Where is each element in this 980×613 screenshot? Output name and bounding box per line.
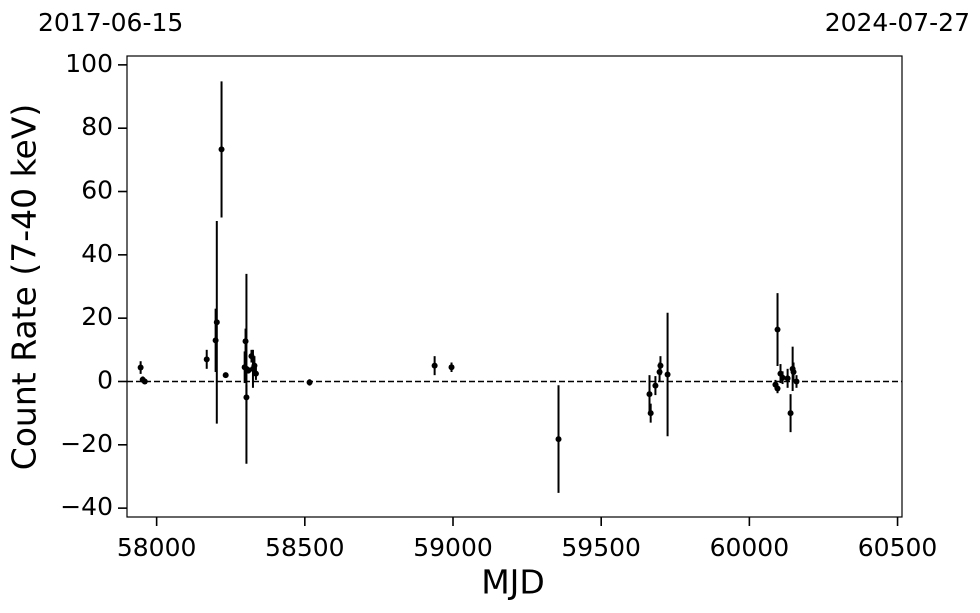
data-point	[213, 319, 220, 326]
data-point	[252, 370, 259, 377]
data-point	[787, 410, 794, 417]
plot-frame	[126, 55, 903, 518]
data-point	[774, 385, 781, 392]
y-tick-label: 40	[81, 239, 113, 268]
y-tick-label: 0	[97, 365, 113, 394]
data-point	[647, 410, 654, 417]
data-point	[555, 436, 562, 443]
data-point	[657, 362, 664, 369]
data-point	[218, 146, 225, 153]
data-point	[779, 374, 786, 381]
x-axis-label: MJD	[481, 563, 545, 602]
data-point	[306, 379, 313, 386]
x-tick-label: 60500	[858, 533, 938, 562]
data-point	[652, 382, 659, 389]
data-point	[790, 368, 797, 375]
data-point	[203, 356, 210, 363]
data-point	[664, 371, 671, 378]
y-tick-label: 80	[81, 112, 113, 141]
x-tick-label: 58500	[265, 533, 345, 562]
y-tick-label: 100	[65, 49, 113, 78]
y-tick-label: 20	[81, 302, 113, 331]
y-axis-label: Count Rate (7-40 keV)	[5, 104, 44, 471]
top-left-label: 2017-06-15	[38, 8, 183, 37]
x-tick-label: 60000	[710, 533, 790, 562]
x-tick-label: 58000	[117, 533, 197, 562]
data-point	[431, 362, 438, 369]
data-point	[793, 378, 800, 385]
data-point	[646, 391, 653, 398]
data-point	[222, 372, 229, 379]
y-tick-label: −20	[60, 429, 113, 458]
top-right-label: 2024-07-27	[825, 8, 970, 37]
y-tick-label: 60	[81, 176, 113, 205]
data-point	[251, 362, 258, 369]
y-tick-label: −40	[60, 492, 113, 521]
data-point	[243, 394, 250, 401]
data-point	[448, 364, 455, 371]
data-point	[137, 364, 144, 371]
x-tick-label: 59000	[413, 533, 493, 562]
data-point	[784, 375, 791, 382]
data-point	[141, 378, 148, 385]
x-tick-label: 59500	[561, 533, 641, 562]
data-point	[774, 326, 781, 333]
